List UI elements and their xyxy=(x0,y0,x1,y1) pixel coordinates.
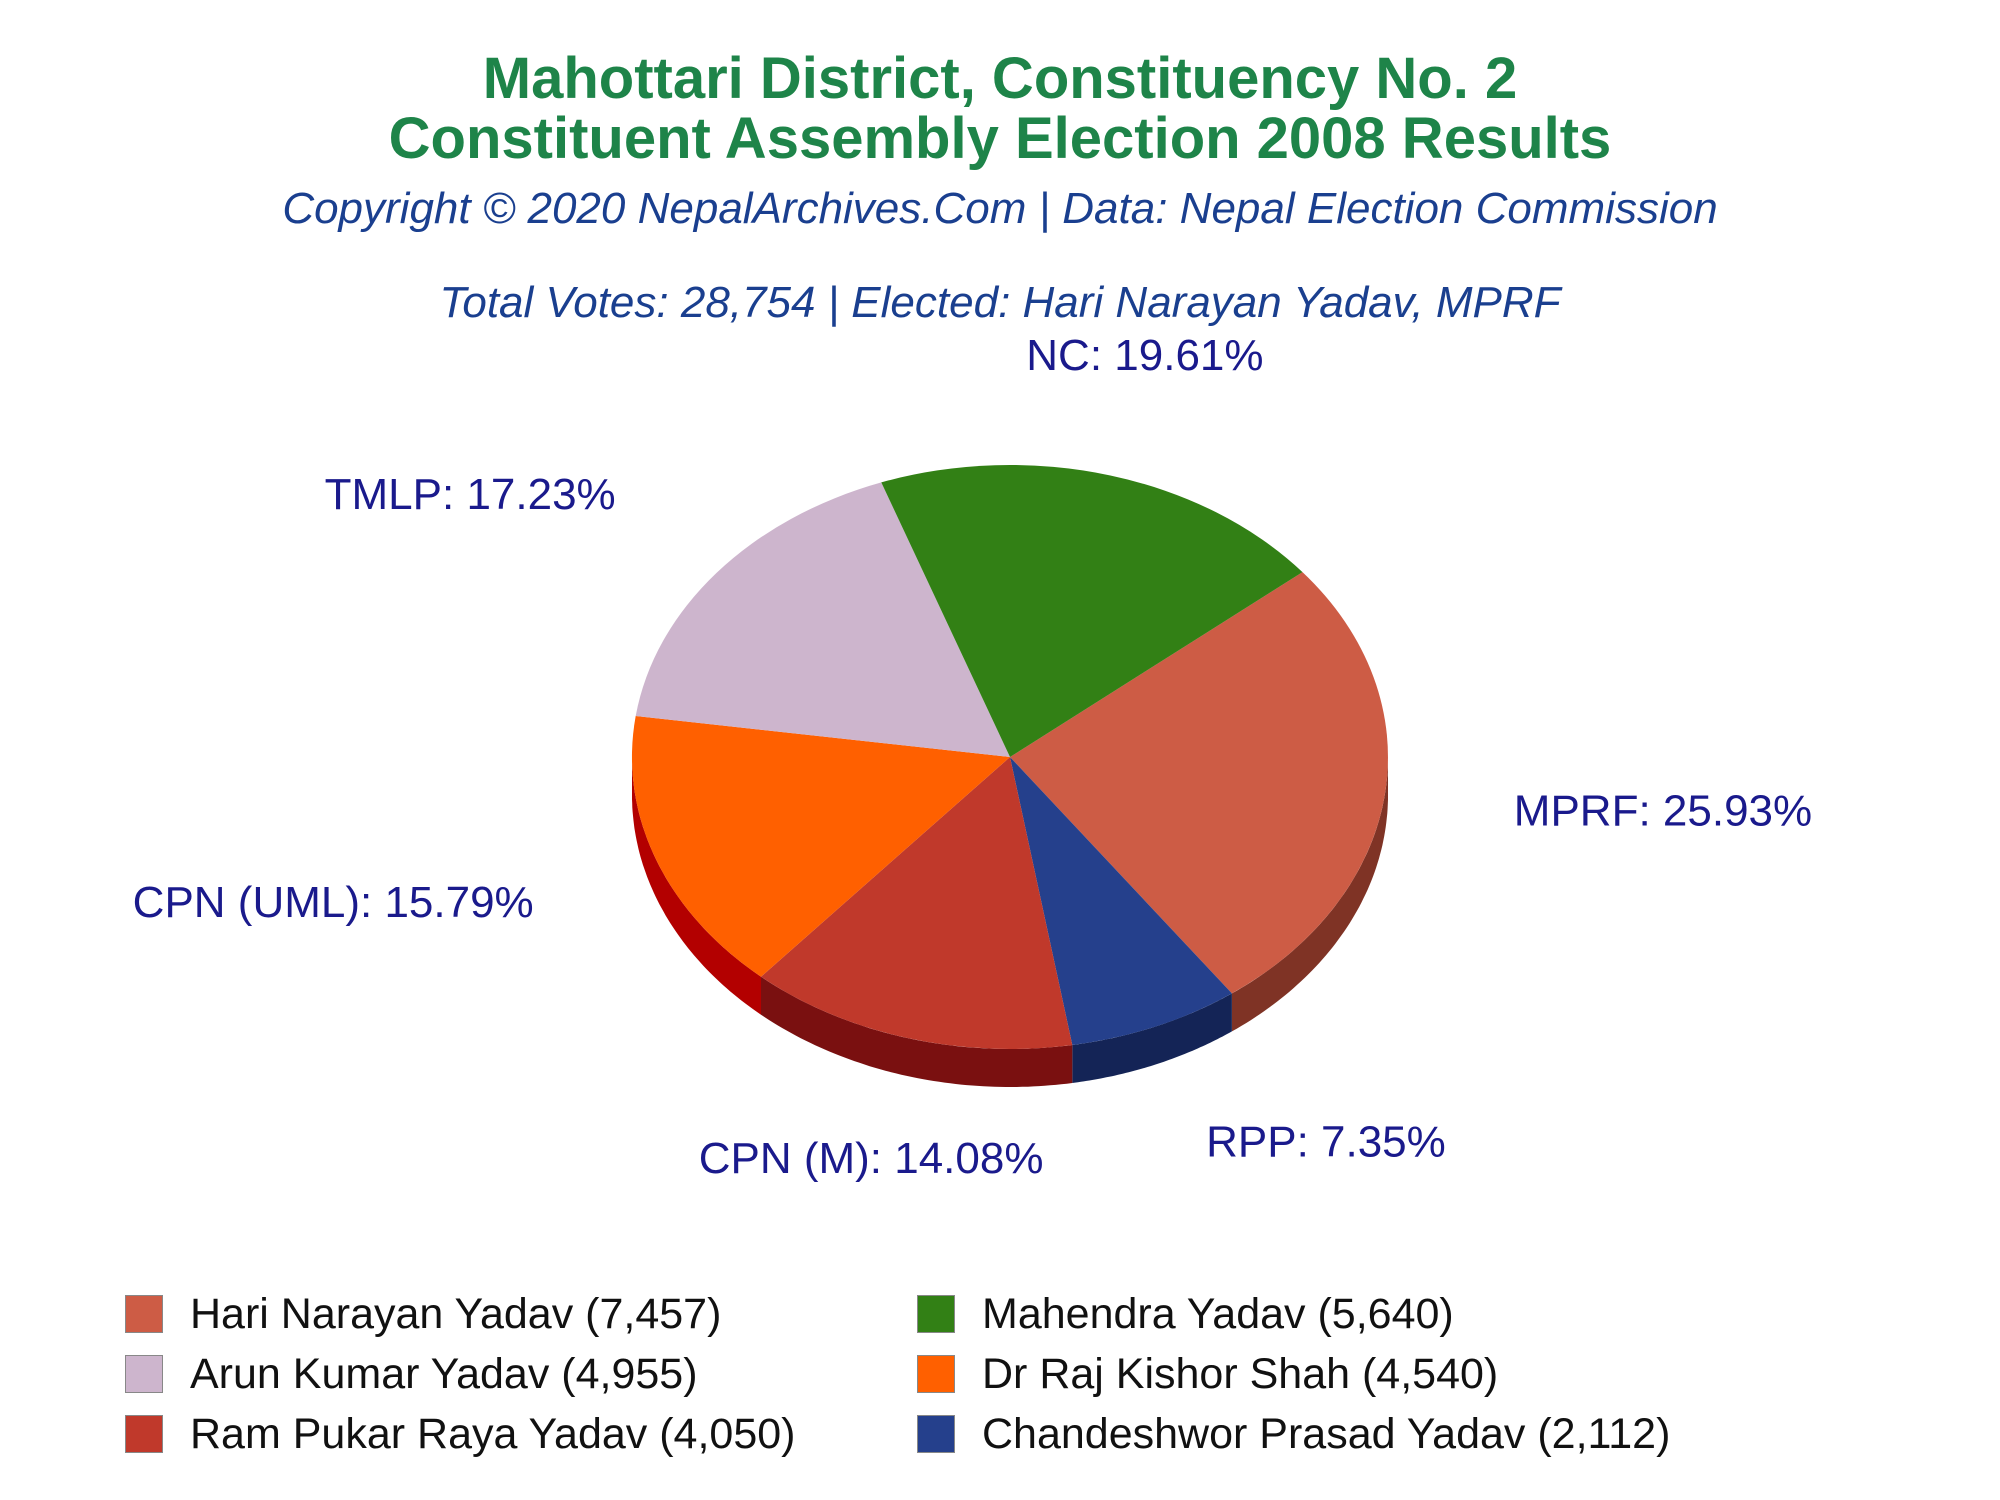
legend-item: Dr Raj Kishor Shah (4,540) xyxy=(917,1349,1498,1399)
legend-item: Hari Narayan Yadav (7,457) xyxy=(125,1289,721,1339)
legend-swatch xyxy=(125,1295,163,1333)
legend-item: Chandeshwor Prasad Yadav (2,112) xyxy=(917,1409,1670,1459)
slice-label-mprf: MPRF: 25.93% xyxy=(1514,787,1812,836)
legend-item: Mahendra Yadav (5,640) xyxy=(917,1289,1454,1339)
legend-label: Chandeshwor Prasad Yadav (2,112) xyxy=(982,1409,1671,1458)
slice-nc xyxy=(881,464,1303,757)
chart-title-line2: Constituent Assembly Election 2008 Resul… xyxy=(388,106,1612,171)
chart-title-line1: Mahottari District, Constituency No. 2 xyxy=(482,46,1518,111)
slice-side-rpp xyxy=(1072,993,1232,1083)
slice-rpp xyxy=(1010,757,1232,1045)
legend-label: Mahendra Yadav (5,640) xyxy=(982,1289,1454,1338)
pie-slices xyxy=(631,464,1388,1049)
slice-side-cpn-uml xyxy=(632,757,761,1015)
slice-label-nc: NC: 19.61% xyxy=(1026,331,1263,380)
slice-cpn-uml xyxy=(631,716,1010,977)
legend-label: Arun Kumar Yadav (4,955) xyxy=(190,1349,698,1398)
legend-swatch xyxy=(917,1415,955,1453)
slice-tmlp xyxy=(635,482,1010,757)
slice-mprf xyxy=(1010,572,1388,994)
legend-swatch xyxy=(125,1415,163,1453)
slice-label-cpn-uml: CPN (UML): 15.79% xyxy=(133,878,534,927)
slice-side-mprf xyxy=(1231,757,1388,1032)
chart-summary: Total Votes: 28,754 | Elected: Hari Nara… xyxy=(439,278,1561,327)
legend-label: Ram Pukar Raya Yadav (4,050) xyxy=(190,1409,796,1458)
legend-item: Ram Pukar Raya Yadav (4,050) xyxy=(125,1409,796,1459)
legend-item: Arun Kumar Yadav (4,955) xyxy=(125,1349,698,1399)
slice-label-rpp: RPP: 7.35% xyxy=(1206,1118,1446,1167)
pie-depth xyxy=(632,757,1388,1087)
pie-labels: MPRF: 25.93% RPP: 7.35% CPN (M): 14.08% CPN… xyxy=(133,331,1812,1183)
slice-label-cpn-m: CPN (M): 14.08% xyxy=(699,1134,1044,1183)
slice-side-cpn-m xyxy=(761,976,1073,1087)
legend-label: Hari Narayan Yadav (7,457) xyxy=(190,1289,722,1338)
legend-label: Dr Raj Kishor Shah (4,540) xyxy=(982,1349,1499,1398)
chart-credit: Copyright © 2020 NepalArchives.Com | Dat… xyxy=(282,184,1718,233)
slice-cpn-m xyxy=(761,757,1073,1049)
legend-swatch xyxy=(917,1355,955,1393)
legend-swatch xyxy=(917,1295,955,1333)
legend-swatch xyxy=(125,1355,163,1393)
slice-label-tmlp: TMLP: 17.23% xyxy=(325,470,616,519)
